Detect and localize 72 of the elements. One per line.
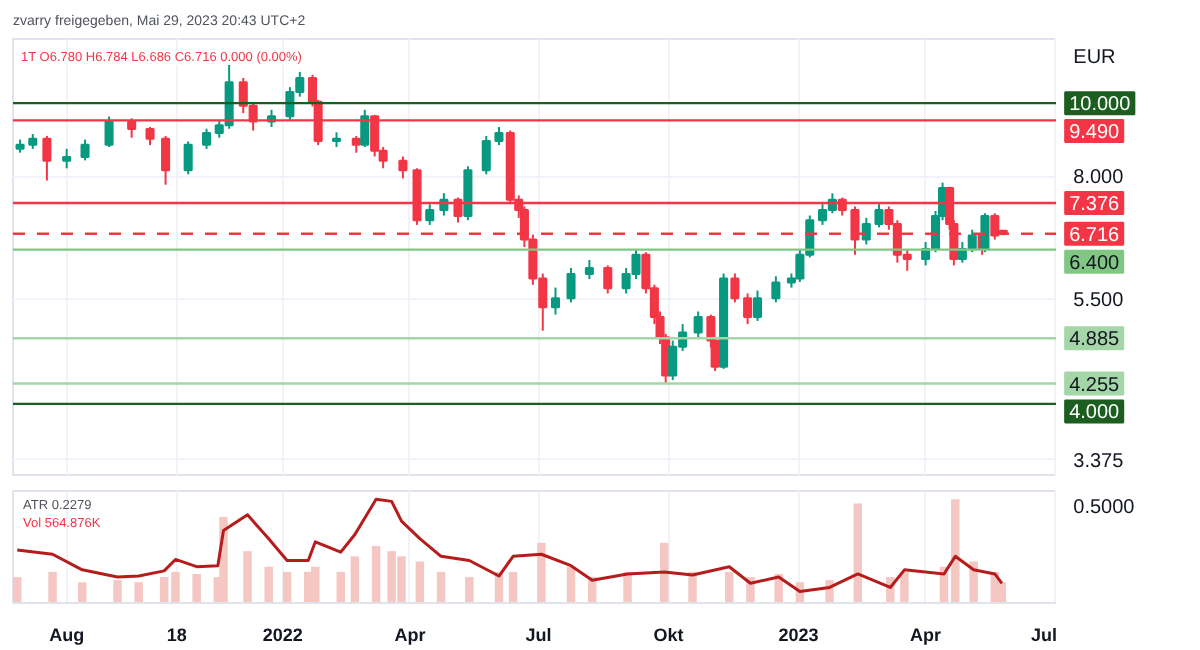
bar bbox=[725, 571, 734, 603]
bar bbox=[48, 571, 57, 603]
bar bbox=[192, 573, 201, 603]
ref-line-label: 6.400 bbox=[1069, 252, 1121, 275]
bar bbox=[436, 571, 446, 603]
bar bbox=[688, 571, 697, 603]
candlestick bbox=[584, 259, 594, 281]
candlestick bbox=[183, 140, 193, 176]
y-tick-label: 8.000 bbox=[1073, 167, 1125, 190]
x-tick-label: 2023 bbox=[778, 625, 819, 645]
y-axis-title: EUR bbox=[1073, 47, 1116, 69]
x-tick-label: Apr bbox=[910, 625, 943, 645]
bar bbox=[371, 545, 381, 603]
candlestick bbox=[603, 264, 613, 295]
candlestick bbox=[42, 134, 52, 182]
candlestick bbox=[743, 292, 753, 326]
candlestick bbox=[104, 115, 114, 148]
ref-line-label: 4.885 bbox=[1069, 329, 1121, 352]
bar bbox=[113, 580, 122, 603]
bar bbox=[660, 542, 669, 603]
x-tick-label: 2022 bbox=[262, 625, 303, 645]
candlestick bbox=[80, 138, 90, 162]
bar bbox=[13, 577, 22, 603]
candlestick bbox=[566, 267, 576, 304]
y-tick-label: 5.500 bbox=[1073, 290, 1125, 313]
bar bbox=[900, 571, 909, 603]
ref-line-label: 6.716 bbox=[1069, 224, 1121, 247]
bar bbox=[134, 582, 143, 603]
bar bbox=[969, 561, 978, 603]
candlestick bbox=[494, 125, 504, 147]
bar bbox=[465, 577, 474, 603]
candlestick bbox=[693, 310, 703, 339]
bar bbox=[623, 571, 632, 603]
bar bbox=[415, 561, 425, 603]
x-tick-label: Jul bbox=[525, 625, 552, 645]
bar bbox=[243, 551, 252, 603]
x-tick-label: Okt bbox=[653, 625, 684, 645]
candlestick bbox=[145, 125, 155, 147]
x-tick-label: 18 bbox=[166, 625, 187, 645]
bar bbox=[282, 571, 292, 603]
candlestick bbox=[62, 147, 72, 170]
bar bbox=[336, 571, 345, 603]
ref-line-label: 7.376 bbox=[1069, 194, 1121, 217]
candlestick bbox=[771, 275, 781, 304]
candlestick bbox=[861, 216, 871, 246]
bar bbox=[350, 556, 360, 603]
candlestick bbox=[730, 272, 740, 304]
bar bbox=[264, 566, 273, 603]
candlestick bbox=[202, 127, 212, 150]
ref-line-label: 4.255 bbox=[1069, 374, 1121, 397]
bar bbox=[311, 566, 320, 603]
ref-line-label: 9.490 bbox=[1069, 122, 1121, 145]
bar bbox=[77, 582, 87, 603]
text: 0.5000 bbox=[1073, 497, 1136, 519]
y-tick-label: 3.375 bbox=[1073, 450, 1125, 473]
x-tick-label: Jul bbox=[1030, 625, 1058, 645]
x-tick-label: Aug bbox=[49, 625, 85, 645]
x-tick-label: Apr bbox=[394, 625, 427, 645]
ref-line-label: 4.000 bbox=[1069, 402, 1121, 425]
candlestick bbox=[463, 165, 473, 222]
candlestick bbox=[360, 108, 370, 148]
candlestick bbox=[550, 286, 561, 316]
ref-line-label: 10.000 bbox=[1069, 94, 1132, 117]
bar bbox=[853, 503, 863, 603]
candlestick bbox=[752, 289, 763, 322]
candlestick bbox=[425, 203, 435, 226]
candlestick bbox=[398, 155, 408, 180]
candlestick bbox=[481, 134, 491, 176]
candlestick bbox=[161, 134, 171, 186]
bar bbox=[508, 571, 518, 603]
bar bbox=[537, 542, 546, 603]
candlestick bbox=[874, 203, 884, 229]
